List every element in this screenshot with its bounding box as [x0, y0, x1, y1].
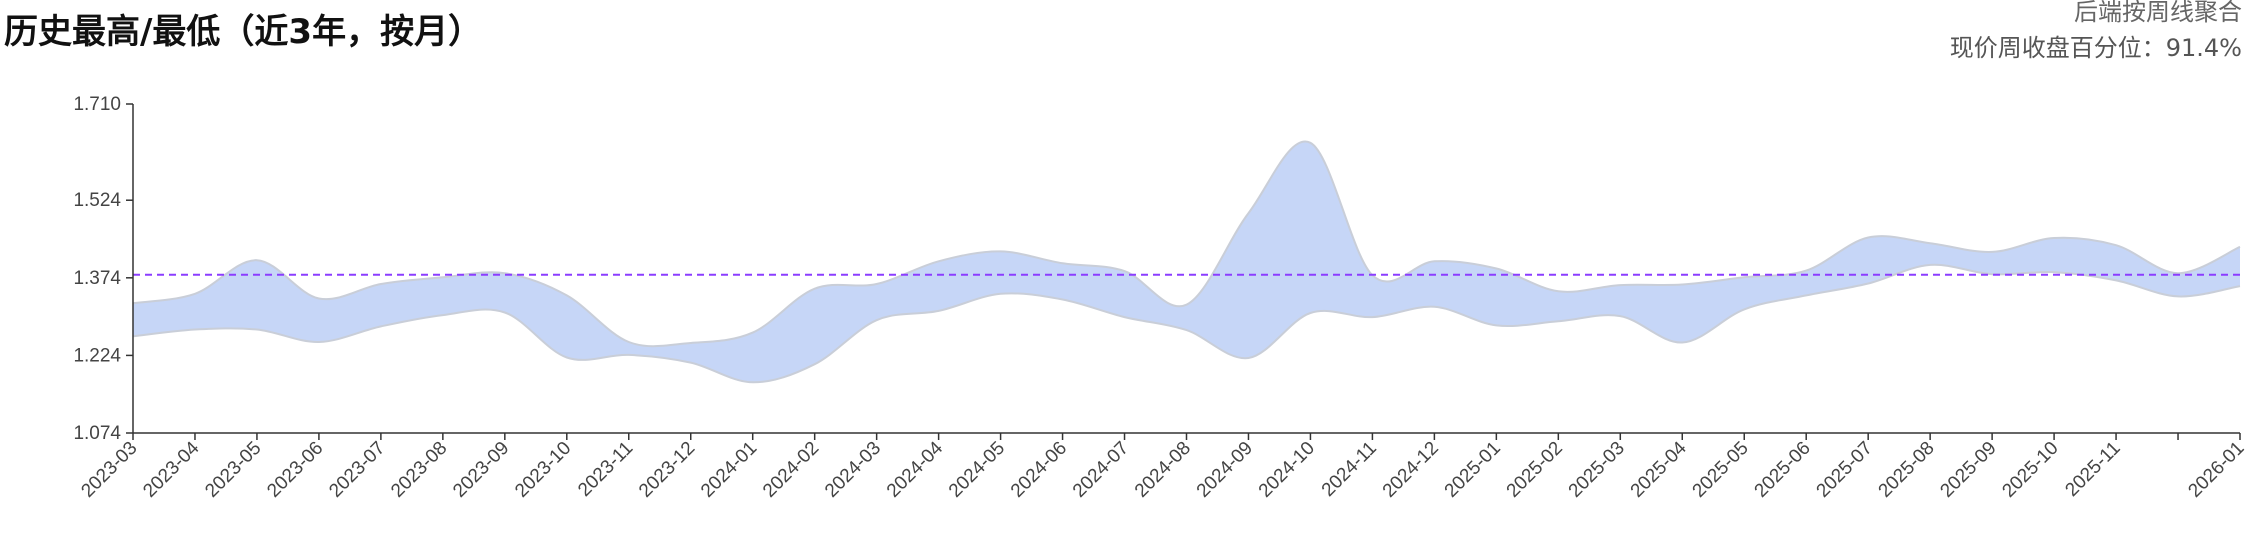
- x-tick-label: 2023-03: [77, 438, 141, 502]
- x-tick-label: 2025-09: [1936, 438, 2000, 502]
- x-tick-label: 2025-05: [1689, 438, 1753, 502]
- x-tick-label: 2023-09: [449, 438, 513, 502]
- x-tick-label: 2025-04: [1627, 437, 1691, 501]
- y-axis-ticks: 1.710 1.524 1.374 1.224 1.074: [73, 94, 133, 444]
- x-tick-label: 2025-02: [1503, 438, 1567, 502]
- x-tick-label: 2025-07: [1813, 438, 1877, 502]
- x-tick-label: 2024-10: [1255, 438, 1319, 502]
- x-tick-label: 2026-01: [2184, 438, 2248, 502]
- high-low-band-area: [133, 141, 2240, 383]
- x-tick-label: 2024-03: [821, 438, 885, 502]
- x-tick-label: 2024-06: [1007, 438, 1071, 502]
- x-tick-label: 2024-12: [1379, 438, 1443, 502]
- x-tick-label: 2024-04: [883, 437, 947, 501]
- x-tick-label: 2024-08: [1131, 438, 1195, 502]
- x-tick-label: 2023-12: [635, 438, 699, 502]
- high-series-line: [132, 140, 2241, 348]
- y-tick-label: 1.524: [73, 190, 121, 211]
- x-tick-label: 2024-11: [1318, 438, 1381, 501]
- x-tick-label: 2023-06: [263, 438, 327, 502]
- chart-title: 历史最高/最低（近3年，按月）: [4, 12, 483, 52]
- y-tick-label: 1.074: [73, 423, 121, 444]
- y-tick-label: 1.374: [73, 268, 121, 289]
- x-tick-label: 2023-05: [201, 438, 265, 502]
- x-tick-label: 2023-08: [387, 438, 451, 502]
- x-tick-label: 2024-09: [1193, 438, 1257, 502]
- x-tick-label: 2023-10: [511, 438, 575, 502]
- x-tick-label: 2025-01: [1441, 438, 1505, 502]
- aggregation-note: 后端按周线聚合: [2074, 0, 2242, 26]
- x-tick-label: 2025-11: [2061, 438, 2124, 501]
- x-tick-label: 2023-07: [325, 438, 389, 502]
- low-series-line: [132, 263, 2241, 384]
- y-tick-label: 1.710: [73, 94, 121, 115]
- x-tick-label: 2025-10: [1998, 438, 2062, 502]
- x-tick-label: 2023-04: [139, 437, 203, 501]
- x-tick-label: 2025-03: [1565, 438, 1629, 502]
- y-tick-label: 1.224: [73, 345, 121, 366]
- x-tick-label: 2024-07: [1069, 438, 1133, 502]
- x-tick-label: 2024-02: [759, 438, 823, 502]
- x-axis-ticks: 2023-032023-042023-052023-062023-072023-…: [77, 433, 2249, 502]
- x-tick-label: 2023-11: [574, 438, 637, 501]
- percentile-note: 现价周收盘百分位：91.4%: [1949, 34, 2242, 62]
- x-tick-label: 2025-06: [1751, 438, 1815, 502]
- x-tick-label: 2024-01: [697, 438, 761, 502]
- x-tick-label: 2024-05: [945, 438, 1009, 502]
- x-tick-label: 2025-08: [1875, 438, 1939, 502]
